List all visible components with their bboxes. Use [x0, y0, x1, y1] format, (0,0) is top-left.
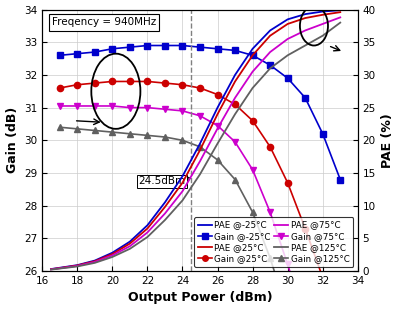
Y-axis label: Gain (dB): Gain (dB): [6, 107, 18, 173]
Y-axis label: PAE (%): PAE (%): [382, 113, 394, 168]
Text: 24.5dBm: 24.5dBm: [139, 176, 190, 186]
Legend: PAE @-25°C, Gain @-25°C, PAE @25°C, Gain @25°C, PAE @75°C, Gain @75°C, PAE @125°: PAE @-25°C, Gain @-25°C, PAE @25°C, Gain…: [194, 217, 354, 267]
Text: Freqency = 940MHz: Freqency = 940MHz: [52, 17, 156, 27]
X-axis label: Output Power (dBm): Output Power (dBm): [128, 291, 272, 304]
